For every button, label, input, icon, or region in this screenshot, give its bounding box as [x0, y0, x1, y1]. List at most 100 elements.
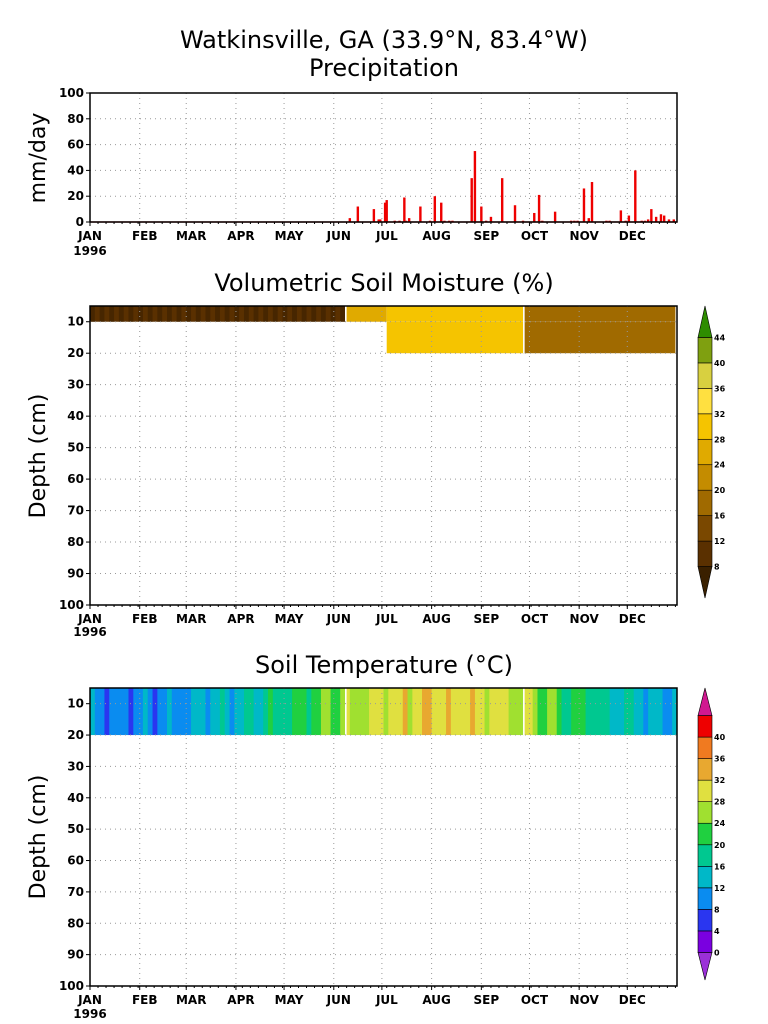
temperature-cell	[393, 688, 399, 736]
temperature-cell	[282, 688, 288, 736]
temperature-cell	[556, 688, 563, 736]
temperature-data-gap	[345, 688, 347, 736]
temperature-cell	[311, 688, 317, 736]
precip-grid	[90, 93, 677, 222]
temperature-cell	[373, 688, 380, 736]
temperature-cell	[147, 688, 154, 736]
temperature-colorbar-swatch	[697, 715, 713, 738]
moisture-xtick-label: MAY	[275, 612, 304, 626]
precip-bar	[513, 205, 517, 222]
temperature-frame	[89, 687, 678, 987]
precip-xtick-label: AUG	[422, 229, 451, 243]
moisture-xtick-label: OCT	[521, 612, 549, 626]
temperature-xtick-label: MAR	[176, 993, 206, 1007]
moisture-ytick-label: 70	[67, 504, 84, 518]
precip-xtick-label: SEP	[474, 229, 500, 243]
moisture-cell	[282, 306, 288, 322]
precip-bar	[473, 151, 477, 222]
temperature-cell	[99, 688, 105, 736]
temperature-cell	[513, 688, 519, 736]
temperature-cell	[369, 688, 375, 736]
temperature-colorbar-label: 40	[714, 733, 726, 742]
temperature-cell	[580, 688, 587, 736]
precip-ytick-label: 80	[67, 112, 84, 126]
temperature-cell	[219, 688, 226, 736]
temperature-colorbar-label: 8	[714, 905, 720, 914]
precip-bar	[654, 216, 658, 222]
moisture-colorbar-label: 8	[714, 563, 720, 572]
temperature-colorbar-label: 32	[714, 776, 725, 785]
precip-bar	[533, 212, 536, 222]
temperature-cell	[498, 688, 505, 736]
moisture-cell	[523, 306, 676, 322]
moisture-colorbar-swatch	[697, 337, 713, 364]
moisture-cell	[205, 306, 211, 322]
precip-xtick-label: JUL	[375, 229, 398, 243]
precip-xtick-label: APR	[227, 229, 254, 243]
temperature-cell	[224, 688, 231, 736]
temperature-colorbar: 0 4 8 12 16 20 24 28 32 36 40	[697, 687, 726, 981]
precip-xtick-label: MAR	[176, 229, 206, 243]
moisture-colorbar-swatch	[697, 438, 713, 466]
moisture-colorbar-label: 28	[714, 435, 726, 444]
temperature-title: Soil Temperature (°C)	[255, 651, 513, 679]
temperature-cell	[152, 688, 158, 736]
temperature-colorbar-swatch	[697, 736, 713, 759]
precip-bar	[537, 194, 541, 222]
precip-bar	[672, 219, 675, 222]
temperature-cell	[628, 688, 635, 736]
temperature-cell	[205, 688, 211, 736]
precip-bar	[385, 200, 388, 222]
temperature-cell	[364, 688, 370, 736]
moisture-ytick-label: 20	[67, 346, 84, 360]
moisture-cell	[157, 306, 163, 322]
temperature-cell	[575, 688, 582, 736]
moisture-ytick-label: 100	[59, 598, 84, 612]
temperature-cell	[109, 688, 115, 736]
moisture-colorbar-swatch	[697, 464, 713, 491]
temperature-colorbar-swatch	[697, 887, 713, 910]
moisture-cell	[330, 306, 336, 322]
temperature-colorbar-label: 24	[714, 819, 726, 828]
precip-bar	[667, 219, 671, 222]
moisture-colorbar-label: 20	[714, 486, 726, 495]
temperature-cell	[460, 688, 466, 736]
temperature-cell	[133, 688, 139, 736]
temperature-xtick-label: JUL	[375, 993, 398, 1007]
moisture-ytick-label: 30	[67, 378, 84, 392]
temperature-colorbar-swatch	[697, 801, 713, 824]
temperature-cell	[277, 688, 283, 736]
temperature-cell	[296, 688, 303, 736]
temperature-cell	[388, 688, 394, 736]
temperature-cell	[523, 688, 529, 736]
moisture-xtick-label: MAR	[176, 612, 206, 626]
temperature-cell	[186, 688, 192, 736]
moisture-cell	[215, 306, 220, 322]
temperature-xtick-label: JAN	[77, 993, 102, 1007]
temperature-cell	[234, 688, 240, 736]
temperature-cell	[200, 688, 206, 736]
precip-bar	[470, 178, 473, 222]
moisture-cell	[128, 306, 134, 322]
temperature-cell	[465, 688, 471, 736]
temperature-cell	[667, 688, 673, 736]
moisture-cell	[90, 306, 95, 322]
temperature-ytick-label: 10	[67, 697, 84, 711]
temperature-cell	[643, 688, 649, 736]
precip-bar	[379, 219, 382, 222]
temperature-cell	[243, 688, 250, 736]
moisture-xtick-label: JUL	[375, 612, 398, 626]
temperature-colorbar-swatch	[697, 909, 713, 932]
temperature-cell	[484, 688, 490, 736]
moisture-cell	[320, 306, 326, 322]
precip-bar	[348, 218, 352, 222]
temperature-xtick-label: AUG	[422, 993, 451, 1007]
temperature-cell	[446, 688, 452, 736]
precip-bar	[627, 215, 631, 222]
temperature-cell	[94, 688, 101, 736]
temperature-cell	[604, 688, 611, 736]
temperature-cell	[335, 688, 341, 736]
moisture-cell	[263, 306, 269, 322]
temperature-colorbar-label: 12	[714, 884, 725, 893]
temperature-colorbar-label: 20	[714, 841, 726, 850]
